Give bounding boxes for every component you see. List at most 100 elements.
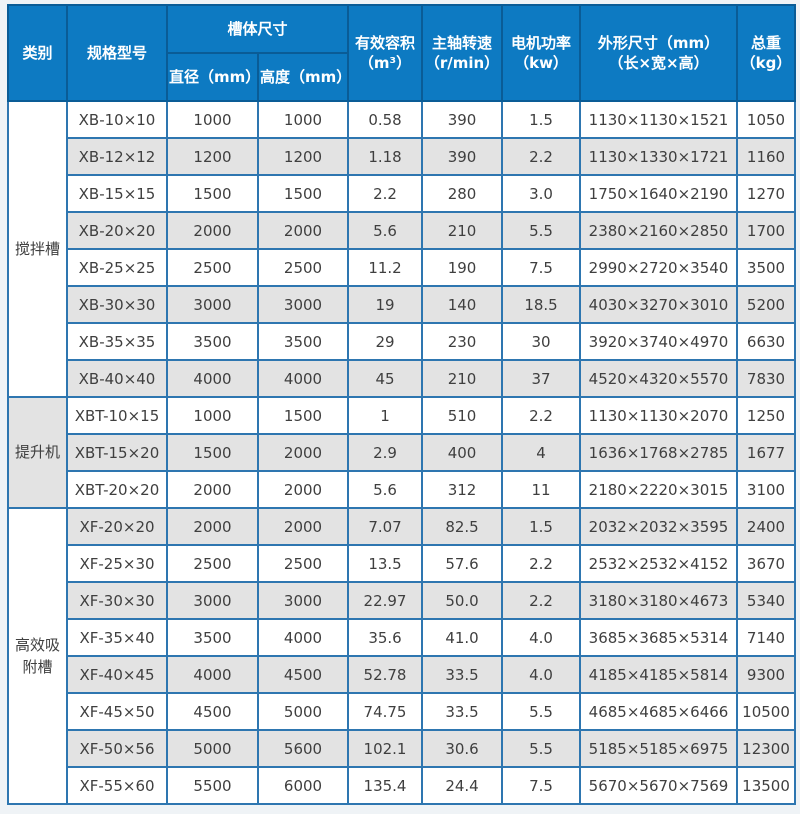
cell-weight: 3670 [736, 544, 797, 583]
cell-volume: 2.2 [347, 174, 424, 213]
cell-weight: 1677 [736, 433, 797, 472]
cell-dimensions: 5670×5670×7569 [579, 766, 739, 805]
table-row: XF-25×30 2500 2500 13.5 57.6 2.2 2532×2532×415… [8, 544, 797, 583]
cell-diameter: 1500 [166, 433, 259, 472]
cell-diameter: 2500 [166, 248, 259, 287]
cell-speed: 390 [421, 100, 504, 139]
cell-model: XB-40×40 [66, 359, 168, 398]
cell-model: XF-35×40 [66, 618, 168, 657]
table-row: 高效吸附槽 XF-20×20 2000 2000 7.07 82.5 1.5 2032×203… [7, 507, 797, 805]
cell-weight: 6630 [736, 322, 797, 361]
table-row: XF-50×56 5000 5600 102.1 30.6 5.5 5185×5185×69… [8, 729, 797, 768]
cell-height: 1500 [256, 174, 350, 213]
category-cell: 提升机 [7, 396, 68, 509]
table-row: XB-25×25 2500 2500 11.2 190 7.5 2990×2720×3540… [8, 248, 797, 287]
cell-volume: 5.6 [347, 470, 424, 509]
cell-power: 1.5 [501, 100, 582, 139]
cell-diameter: 5500 [166, 766, 259, 805]
cell-speed: 140 [421, 285, 504, 324]
cell-height: 3000 [256, 581, 350, 620]
cell-speed: 24.4 [421, 766, 504, 805]
cell-height: 2500 [256, 248, 350, 287]
cell-power: 11 [501, 470, 582, 509]
cell-dimensions: 1636×1768×2785 [579, 433, 739, 472]
cell-height: 2000 [256, 470, 350, 509]
cell-model: XB-10×10 [66, 100, 168, 139]
cell-dimensions: 3180×3180×4673 [579, 581, 739, 620]
cell-volume: 1.18 [347, 137, 424, 176]
cell-model: XB-35×35 [66, 322, 168, 361]
cell-height: 2000 [256, 433, 350, 472]
cell-power: 7.5 [501, 248, 582, 287]
cell-power: 4.0 [501, 618, 582, 657]
cell-model: XF-55×60 [66, 766, 168, 805]
cell-dimensions: 1130×1130×2070 [579, 396, 739, 435]
cell-diameter: 5000 [166, 729, 259, 768]
cell-model: XF-25×30 [66, 544, 168, 583]
table-row: XB-40×40 4000 4000 45 210 37 4520×4320×5570 783… [8, 359, 797, 398]
table-row: XB-20×20 2000 2000 5.6 210 5.5 2380×2160×2850 1… [8, 211, 797, 250]
cell-diameter: 3500 [166, 322, 259, 361]
cell-diameter: 2500 [166, 544, 259, 583]
cell-diameter: 3500 [166, 618, 259, 657]
header-volume: 有效容积 （m³） [347, 4, 424, 102]
cell-dimensions: 4520×4320×5570 [579, 359, 739, 398]
table-row: XF-55×60 5500 6000 135.4 24.4 7.5 5670×5670×75… [8, 766, 797, 805]
cell-power: 1.5 [501, 507, 582, 546]
cell-power: 5.5 [501, 729, 582, 768]
cell-speed: 210 [421, 211, 504, 250]
cell-weight: 1050 [736, 100, 797, 139]
cell-dimensions: 1130×1130×1521 [579, 100, 739, 139]
cell-weight: 9300 [736, 655, 797, 694]
cell-volume: 19 [347, 285, 424, 324]
cell-volume: 5.6 [347, 211, 424, 250]
cell-speed: 312 [421, 470, 504, 509]
cell-speed: 41.0 [421, 618, 504, 657]
header-category: 类别 [7, 4, 68, 102]
cell-dimensions: 3685×3685×5314 [579, 618, 739, 657]
cell-speed: 33.5 [421, 692, 504, 731]
cell-model: XBT-15×20 [66, 433, 168, 472]
cell-volume: 0.58 [347, 100, 424, 139]
cell-power: 30 [501, 322, 582, 361]
cell-speed: 280 [421, 174, 504, 213]
cell-dimensions: 5185×5185×6975 [579, 729, 739, 768]
cell-diameter: 2000 [166, 470, 259, 509]
cell-model: XF-40×45 [66, 655, 168, 694]
category-cell: 搅拌槽 [7, 100, 68, 398]
cell-volume: 2.9 [347, 433, 424, 472]
cell-weight: 7830 [736, 359, 797, 398]
cell-volume: 22.97 [347, 581, 424, 620]
cell-speed: 210 [421, 359, 504, 398]
cell-speed: 190 [421, 248, 504, 287]
cell-diameter: 3000 [166, 581, 259, 620]
cell-speed: 390 [421, 137, 504, 176]
cell-speed: 33.5 [421, 655, 504, 694]
cell-height: 6000 [256, 766, 350, 805]
cell-diameter: 1500 [166, 174, 259, 213]
cell-height: 1500 [256, 396, 350, 435]
cell-dimensions: 1130×1330×1721 [579, 137, 739, 176]
cell-volume: 29 [347, 322, 424, 361]
cell-weight: 1270 [736, 174, 797, 213]
cell-height: 4000 [256, 359, 350, 398]
cell-power: 2.2 [501, 396, 582, 435]
cell-height: 2500 [256, 544, 350, 583]
cell-diameter: 4000 [166, 359, 259, 398]
cell-height: 4000 [256, 618, 350, 657]
cell-diameter: 1000 [166, 100, 259, 139]
category-cell: 高效吸附槽 [7, 507, 68, 805]
cell-height: 2000 [256, 507, 350, 546]
cell-volume: 35.6 [347, 618, 424, 657]
cell-diameter: 4000 [166, 655, 259, 694]
cell-weight: 3100 [736, 470, 797, 509]
cell-dimensions: 3920×3740×4970 [579, 322, 739, 361]
table-row: 提升机 XBT-10×15 1000 1500 1 510 2.2 1130×1130×207… [7, 396, 797, 509]
header-power: 电机功率 （kw） [501, 4, 582, 102]
header-diameter: 直径（mm） [166, 52, 260, 102]
header-weight: 总重 （kg） [736, 4, 797, 102]
cell-power: 2.2 [501, 544, 582, 583]
cell-volume: 13.5 [347, 544, 424, 583]
table-row: XB-30×30 3000 3000 19 140 18.5 4030×3270×3010 5… [8, 285, 797, 324]
cell-model: XBT-20×20 [66, 470, 168, 509]
